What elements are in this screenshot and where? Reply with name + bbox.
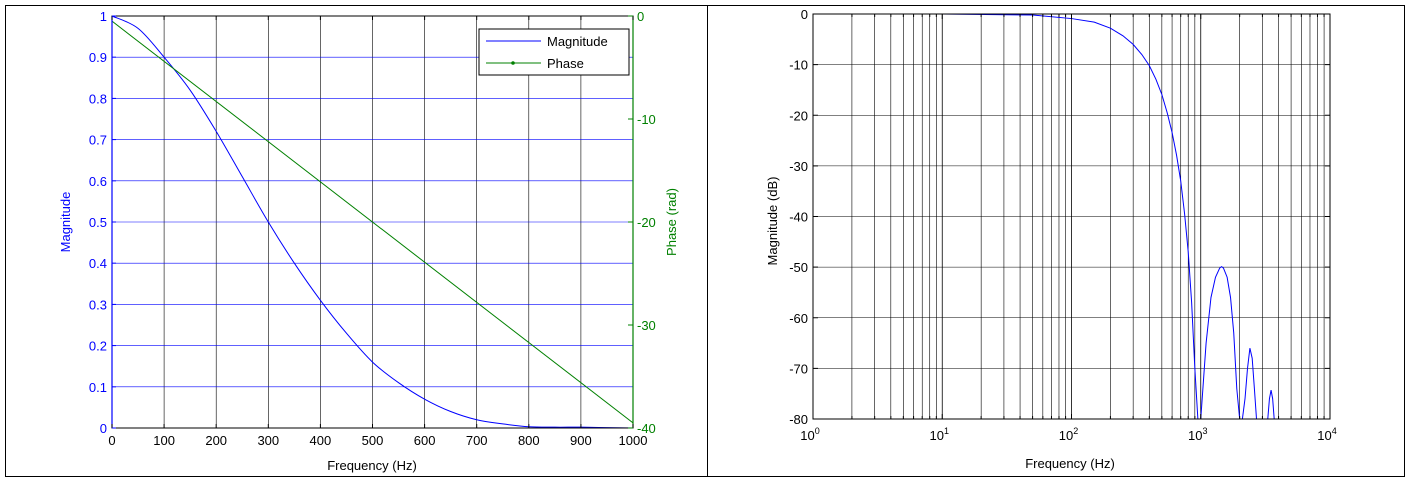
y-left-tick-label: 0.6 [89,174,107,189]
legend-box [478,28,630,76]
legend-phase-marker [511,61,515,65]
y-left-tick-label: 0.5 [89,215,107,230]
x-tick-label: 800 [518,433,540,448]
x-axis-label: Frequency (Hz) [327,458,417,473]
phase-series-line [111,20,634,424]
y-left-tick-label: 0.8 [89,91,107,106]
y-left-tick-label: 1 [100,9,107,24]
y-left-tick-label: 0.1 [89,380,107,395]
legend: Magnitude Phase [478,28,630,76]
x-tick-label: 100 [153,433,175,448]
x-tick-label: 600 [414,433,436,448]
y-right-tick-label: -10 [637,112,656,127]
magnitude-series-line [111,15,634,429]
magnitude-phase-chart: 0 100 200 300 400 500 600 700 800 900 1000 0 0.1 0.2 0… [58,9,679,473]
y-left-tick-label: 0.9 [89,50,107,65]
y-left-tick-label: 0.7 [89,133,107,148]
right-y-axis-label: Phase (rad) [664,188,679,256]
y-right-tick-label: 0 [637,9,644,24]
figure-frame [5,5,1405,477]
x-tick-label: 700 [466,433,488,448]
x-tick-label: 300 [257,433,279,448]
figure-divider [707,5,708,477]
y-right-tick-label: -40 [637,421,656,436]
y-left-tick-label: 0.4 [89,256,107,271]
y-left-tick-label: 0.3 [89,297,107,312]
y-right-tick-label: -20 [637,215,656,230]
x-tick-label: 500 [362,433,384,448]
x-tick-label: 400 [310,433,332,448]
y-left-tick-label: 0.2 [89,339,107,354]
left-y-axis-label: Magnitude [58,192,73,253]
legend-magnitude-label: Magnitude [547,34,608,49]
legend-phase-label: Phase [547,56,584,71]
x-tick-label: 200 [205,433,227,448]
x-tick-label: 1000 [619,433,648,448]
y-right-tick-label: -30 [637,318,656,333]
x-tick-label: 900 [570,433,592,448]
y-left-tick-label: 0 [100,421,107,436]
x-tick-label: 0 [108,433,115,448]
